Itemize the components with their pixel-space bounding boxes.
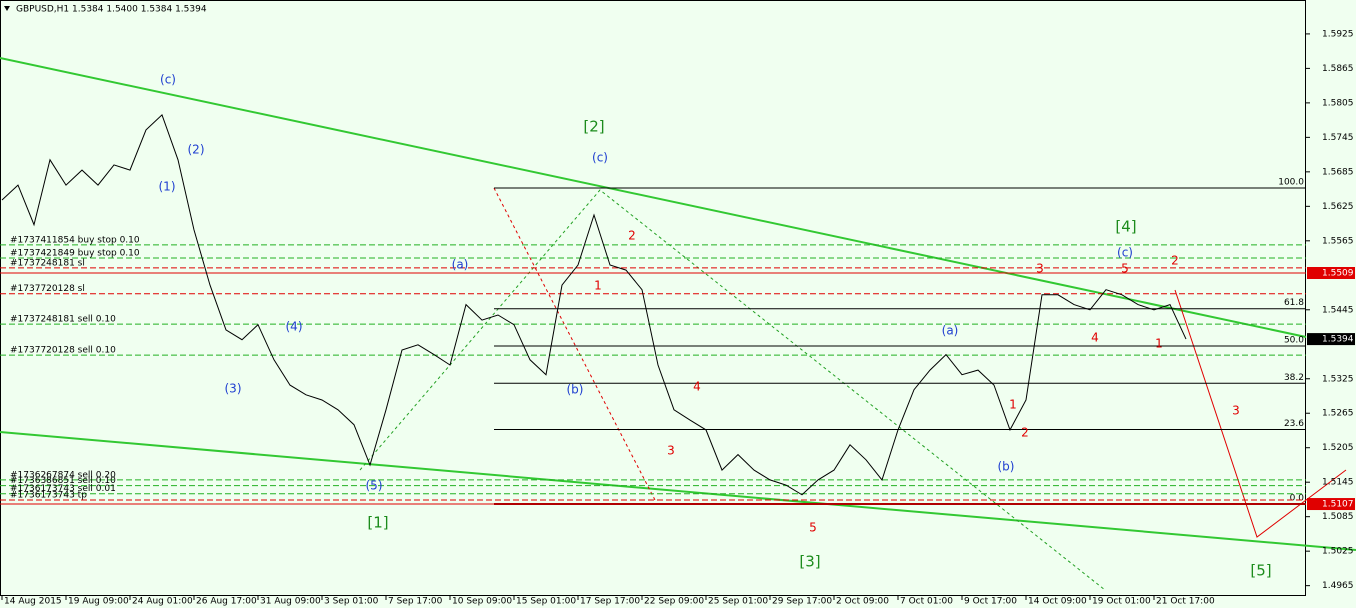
- wave-label: (c): [1117, 246, 1133, 260]
- wave-label: 4: [1091, 331, 1099, 345]
- wave-label: 1: [1009, 398, 1017, 412]
- x-tick-label: 15 Sep 01:00: [516, 597, 576, 607]
- wave-label: (c): [160, 73, 176, 87]
- order-label: #1736267874 sell 0.20: [10, 470, 116, 480]
- wave-label: [1]: [367, 514, 388, 532]
- wave-label: (c): [592, 151, 608, 165]
- price-box: [1307, 266, 1355, 279]
- x-tick-label: 7 Sep 17:00: [388, 597, 443, 607]
- y-tick-label: 1.5445: [1322, 305, 1354, 315]
- order-label: #1737720128 sell 0.10: [10, 346, 116, 356]
- x-tick-label: 19 Aug 09:00: [68, 597, 129, 607]
- projection-line: [1174, 289, 1347, 538]
- wave-label: 2: [1171, 254, 1179, 268]
- y-tick-label: 1.5925: [1322, 29, 1354, 39]
- order-label: #1737248181 sell 0.10: [10, 315, 116, 325]
- x-tick-label: 2 Oct 09:00: [836, 597, 889, 607]
- wave-label: (b): [998, 460, 1015, 474]
- order-label: #1736173743 sell 0.01: [10, 484, 116, 494]
- x-tick-label: 7 Oct 01:00: [900, 597, 953, 607]
- order-label: #1737411854 buy stop 0.10: [10, 235, 140, 245]
- chart-title: GBPUSD,H1 1.5384 1.5400 1.5384 1.5394: [16, 5, 207, 15]
- x-tick-label: 9 Oct 17:00: [964, 597, 1017, 607]
- fib-label: 61.8: [1284, 298, 1304, 308]
- x-tick-label: 17 Sep 17:00: [580, 597, 640, 607]
- y-tick-label: 1.5625: [1322, 202, 1354, 212]
- channel-line: [359, 189, 1106, 591]
- order-label: #1737720128 sl: [10, 284, 85, 294]
- drawings: [0, 57, 1356, 591]
- order-label: #1737248181 sl: [10, 258, 85, 268]
- fib-label: 50.0: [1284, 335, 1304, 345]
- wave-label: 4: [693, 380, 701, 394]
- wave-label: (a): [942, 324, 959, 338]
- wave-label: (4): [286, 320, 303, 334]
- wave-label: 5: [1121, 262, 1129, 276]
- price-line: [1, 114, 1187, 496]
- y-tick-label: 1.5025: [1322, 547, 1354, 557]
- wave-label: 3: [1036, 262, 1044, 276]
- order-label: #1737421849 buy stop 0.10: [10, 249, 140, 259]
- title-arrow: [4, 6, 10, 11]
- x-tick-label: 19 Oct 01:00: [1092, 597, 1151, 607]
- wave-label: [2]: [583, 118, 604, 136]
- wave-label: (5): [366, 479, 383, 493]
- wave-label: 1: [1155, 337, 1163, 351]
- fib-label: 100.0: [1278, 177, 1304, 187]
- x-tick-label: 29 Sep 17:00: [772, 597, 832, 607]
- y-tick-label: 1.5565: [1322, 236, 1354, 246]
- wave-label: (1): [159, 180, 176, 194]
- price-box-label: 1.5509: [1322, 268, 1354, 278]
- wave-label: [4]: [1115, 218, 1136, 236]
- x-tick-label: 14 Aug 2015: [4, 597, 62, 607]
- plot-frame: [0, 0, 1306, 596]
- trend-line: [0, 431, 1356, 551]
- y-tick-label: 1.5085: [1322, 512, 1354, 522]
- wave-label: (a): [452, 258, 469, 272]
- x-tick-label: 10 Sep 09:00: [452, 597, 512, 607]
- price-box-label: 1.5107: [1322, 500, 1354, 510]
- x-tick-label: 21 Oct 17:00: [1156, 597, 1215, 607]
- wave-label: [3]: [799, 553, 820, 571]
- wave-label: (3): [225, 382, 242, 396]
- wave-label: (b): [567, 383, 584, 397]
- y-tick-label: 1.5325: [1322, 374, 1354, 384]
- wave-label: 5: [809, 521, 817, 535]
- y-tick-label: 1.5265: [1322, 409, 1354, 419]
- y-tick-label: 1.5685: [1322, 167, 1354, 177]
- price-box: [1307, 333, 1355, 346]
- fib-label: 0.0: [1290, 494, 1305, 504]
- x-tick-label: 24 Aug 01:00: [132, 597, 193, 607]
- x-tick-label: 25 Sep 01:00: [708, 597, 768, 607]
- order-label: #1736173743 tp: [10, 491, 87, 501]
- channel-line: [493, 187, 656, 501]
- x-tick-label: 14 Oct 09:00: [1028, 597, 1087, 607]
- y-tick-label: 1.5805: [1322, 98, 1354, 108]
- y-tick-label: 1.5205: [1322, 443, 1354, 453]
- y-tick-label: 1.5745: [1322, 133, 1354, 143]
- y-tick-label: 1.4965: [1322, 581, 1354, 591]
- fib-label: 23.6: [1284, 419, 1304, 429]
- wave-label: 2: [1021, 426, 1029, 440]
- x-tick-label: 31 Aug 09:00: [260, 597, 321, 607]
- fib-label: 38.2: [1284, 373, 1304, 383]
- wave-label: [5]: [1250, 562, 1271, 580]
- price-box: [1307, 498, 1355, 511]
- wave-label: 3: [667, 444, 675, 458]
- wave-label: (2): [188, 143, 205, 157]
- wave-label: 1: [594, 279, 602, 293]
- trend-line: [0, 57, 1307, 338]
- wave-label: 3: [1232, 404, 1240, 418]
- y-tick-label: 1.5145: [1322, 478, 1354, 488]
- y-tick-label: 1.5865: [1322, 64, 1354, 74]
- wave-label: 2: [628, 229, 636, 243]
- x-tick-label: 3 Sep 01:00: [324, 597, 379, 607]
- x-tick-label: 22 Sep 09:00: [644, 597, 704, 607]
- price-box-label: 1.5394: [1322, 335, 1354, 345]
- x-tick-label: 26 Aug 17:00: [196, 597, 257, 607]
- order-label: #1736386851 sell 0.10: [10, 476, 116, 486]
